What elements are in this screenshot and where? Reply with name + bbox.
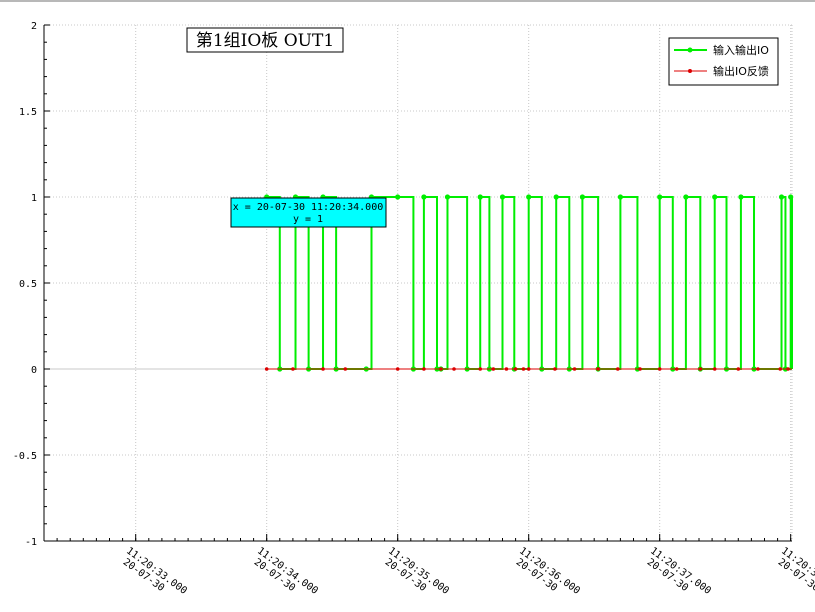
legend-label-feedback: 输出IO反馈 bbox=[713, 64, 769, 78]
data-point-io bbox=[579, 194, 586, 200]
data-point-feedback bbox=[422, 367, 426, 371]
y-tick-labels: 2 1.5 1 0.5 0 -0.5 -1 bbox=[13, 21, 37, 548]
y-tick-label: 2 bbox=[31, 21, 37, 32]
y-tick-label: 0.5 bbox=[19, 279, 37, 290]
data-point-feedback bbox=[572, 367, 577, 371]
data-point-feedback bbox=[491, 367, 496, 371]
data-point-io bbox=[683, 194, 689, 200]
data-point-io bbox=[526, 194, 532, 200]
data-point-io bbox=[712, 194, 718, 200]
data-point-feedback bbox=[756, 367, 760, 371]
tooltip-line-x: x = 20-07-30 11:20:34.000 bbox=[233, 202, 384, 213]
chart-title: 第1组IO板 OUT1 bbox=[196, 31, 334, 51]
legend-marker-io bbox=[687, 47, 693, 53]
y-tick-label: 1.5 bbox=[19, 107, 37, 118]
data-tooltip: x = 20-07-30 11:20:34.000 y = 1 bbox=[230, 197, 387, 228]
data-point-io bbox=[788, 194, 794, 200]
legend-label-io: 输入输出IO bbox=[713, 43, 769, 57]
data-point-feedback bbox=[264, 367, 269, 371]
data-point-io bbox=[395, 194, 401, 200]
data-point-feedback bbox=[291, 367, 295, 371]
data-point-feedback bbox=[778, 367, 783, 371]
y-tick-label: -0.5 bbox=[13, 451, 37, 462]
data-point-feedback bbox=[504, 367, 509, 371]
data-point-io bbox=[444, 194, 451, 200]
grid-lines bbox=[44, 24, 793, 541]
axes bbox=[43, 24, 792, 542]
tooltip-line-y: y = 1 bbox=[293, 214, 323, 225]
window-top-border bbox=[0, 0, 815, 2]
data-point-feedback bbox=[343, 367, 348, 371]
data-point-feedback bbox=[553, 367, 557, 371]
data-point-feedback bbox=[321, 367, 325, 371]
data-point-feedback bbox=[736, 367, 741, 371]
data-point-feedback bbox=[698, 367, 703, 371]
data-point-feedback bbox=[674, 367, 679, 371]
data-point-io bbox=[553, 194, 559, 200]
data-point-feedback bbox=[478, 367, 483, 371]
data-point-feedback bbox=[596, 367, 600, 371]
legend-marker-feedback bbox=[688, 69, 692, 73]
data-point-io bbox=[738, 194, 744, 200]
legend[interactable]: 输入输出IO 输出IO反馈 bbox=[668, 37, 779, 86]
data-point-feedback bbox=[786, 367, 790, 371]
data-point-io bbox=[617, 194, 623, 200]
data-point-io bbox=[477, 194, 483, 200]
data-point-feedback bbox=[638, 367, 642, 371]
data-point-io bbox=[499, 194, 506, 200]
data-point-feedback bbox=[521, 367, 526, 371]
y-tick-label: 0 bbox=[31, 365, 37, 376]
data-point-feedback bbox=[439, 367, 443, 371]
data-point-feedback bbox=[657, 367, 662, 371]
series-layer bbox=[264, 194, 794, 372]
data-point-feedback bbox=[526, 367, 531, 371]
chart-title-box: 第1组IO板 OUT1 bbox=[186, 27, 344, 53]
data-point-feedback bbox=[615, 367, 620, 371]
data-point-feedback bbox=[395, 367, 400, 371]
tooltip-box bbox=[230, 197, 387, 228]
data-point-io bbox=[657, 194, 663, 200]
y-tick-label: 1 bbox=[31, 193, 37, 204]
data-point-feedback bbox=[712, 367, 717, 371]
y-tick-label: -1 bbox=[25, 537, 37, 548]
data-point-io bbox=[778, 194, 785, 200]
data-point-io bbox=[421, 194, 427, 200]
data-point-feedback bbox=[452, 367, 456, 371]
data-point-feedback bbox=[513, 367, 518, 371]
